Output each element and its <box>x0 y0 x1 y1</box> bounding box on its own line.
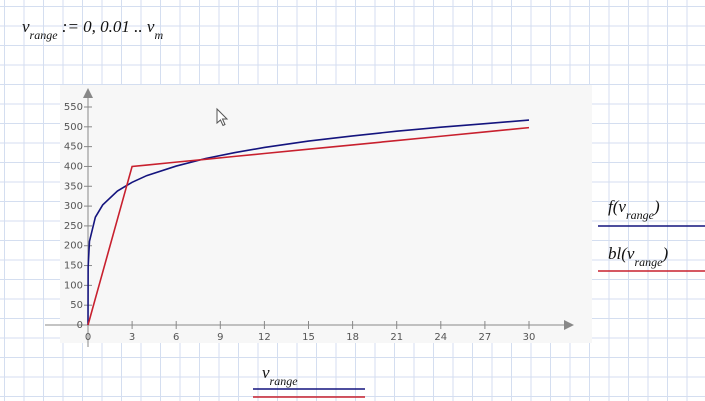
x-tick-label: 24 <box>434 332 447 343</box>
y-tick-label: 450 <box>64 142 83 153</box>
y-tick-label: 50 <box>70 300 83 311</box>
plot-area <box>60 85 592 343</box>
y-axis-arrow <box>83 88 93 98</box>
y-tick-label: 0 <box>77 320 83 331</box>
y-tick-label: 300 <box>64 201 83 212</box>
y-tick-label: 150 <box>64 261 83 272</box>
x-tick-label: 21 <box>390 332 403 343</box>
x-tick-label: 0 <box>85 332 91 343</box>
x-tick-label: 18 <box>346 332 359 343</box>
x-tick-label: 3 <box>129 332 135 343</box>
x-axis-arrow <box>564 320 574 330</box>
series-line <box>87 126 530 326</box>
y-tick-label: 400 <box>64 161 83 172</box>
y-tick-label: 550 <box>64 102 83 113</box>
y-tick-label: 100 <box>64 280 83 291</box>
x-tick-label: 9 <box>217 332 223 343</box>
x-tick-label: 6 <box>173 332 179 343</box>
definition: vrange := 0, 0.01 .. vm <box>22 17 163 42</box>
x-tick-label: 12 <box>258 332 271 343</box>
x-tick-label: 27 <box>479 332 492 343</box>
legend-label: bl(vrange) <box>608 244 668 269</box>
x-axis-label: vrange <box>262 363 298 388</box>
mouse-cursor <box>216 107 229 127</box>
x-tick-label: 15 <box>302 332 315 343</box>
legend-label: f(vrange) <box>608 197 660 222</box>
y-tick-label: 250 <box>64 221 83 232</box>
y-tick-label: 350 <box>64 181 83 192</box>
y-tick-label: 200 <box>64 241 83 252</box>
y-tick-label: 500 <box>64 122 83 133</box>
x-tick-label: 30 <box>523 332 536 343</box>
series-line <box>87 119 530 326</box>
